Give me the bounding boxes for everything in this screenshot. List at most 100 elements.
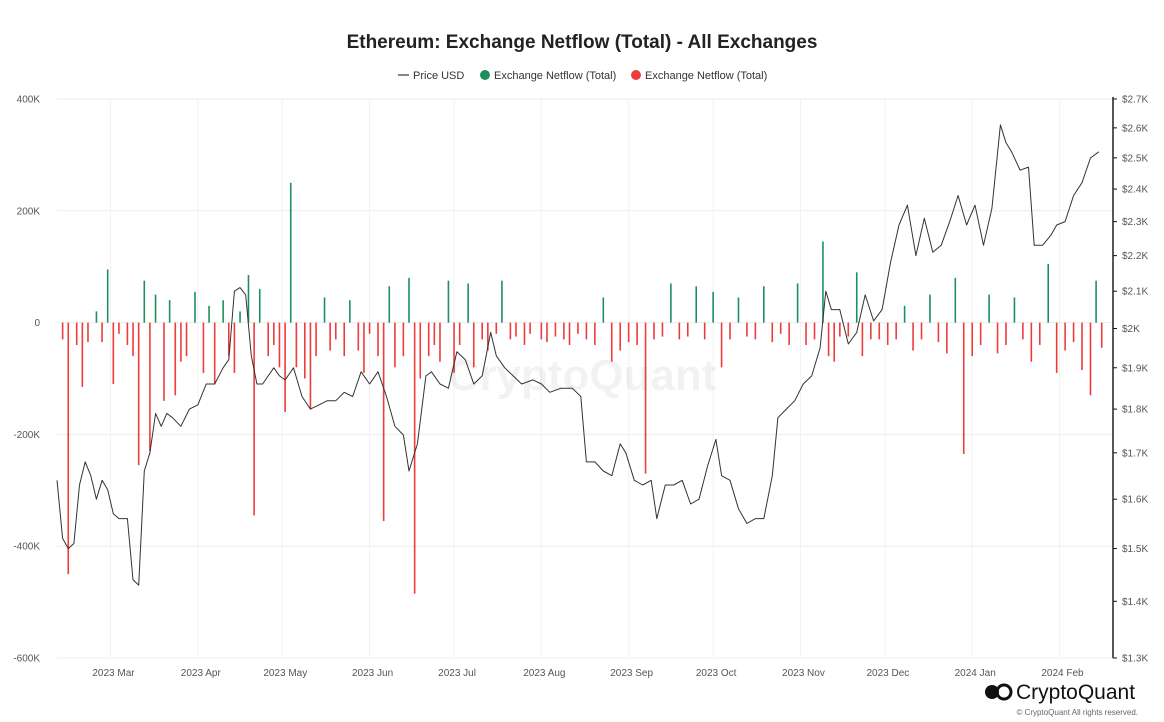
x-tick-label: 2023 Mar: [92, 668, 135, 679]
netflow-bar: [289, 182, 292, 323]
netflow-bar: [208, 305, 210, 323]
netflow-bar: [754, 322, 757, 340]
netflow-bar: [81, 322, 84, 387]
netflow-bar: [315, 322, 317, 357]
netflow-bar: [929, 294, 931, 323]
netflow-bar: [363, 322, 365, 373]
chart-axes: 400K 200K 0 -200K -400K -600K 2023 Mar 2023 Apr…: [13, 95, 1148, 680]
netflow-bar: [1072, 322, 1075, 343]
netflow-bar: [343, 322, 346, 357]
netflow-bar: [529, 322, 531, 334]
netflow-bar: [447, 280, 450, 323]
netflow-bar: [1038, 322, 1041, 345]
netflow-bar: [1013, 297, 1016, 323]
y-left-tick-label: 400K: [17, 95, 41, 106]
netflow-bar: [546, 322, 548, 343]
netflow-bar: [779, 322, 782, 334]
netflow-bar: [458, 322, 461, 345]
netflow-bar: [273, 322, 275, 345]
legend-outflow-dot: [631, 70, 641, 80]
netflow-bar: [886, 322, 889, 345]
x-tick-label: 2023 Aug: [523, 668, 565, 679]
netflow-bar: [143, 280, 146, 323]
netflow-bar: [329, 322, 331, 351]
netflow-bar: [168, 300, 171, 323]
y-right-tick-label: $2.4K: [1122, 185, 1148, 196]
netflow-bar: [661, 322, 664, 337]
netflow-bar: [763, 286, 765, 323]
footer: CryptoQuant © CryptoQuant All rights res…: [985, 681, 1138, 717]
netflow-bar: [619, 322, 621, 351]
netflow-bar: [509, 322, 512, 340]
netflow-bar: [334, 322, 337, 340]
netflow-bar: [903, 305, 906, 323]
netflow-bar: [636, 322, 638, 345]
netflow-bar: [222, 300, 224, 323]
netflow-bar: [349, 300, 351, 323]
netflow-bar: [644, 322, 647, 474]
netflow-bar: [163, 322, 165, 401]
netflow-bar: [174, 322, 177, 396]
netflow-bar: [112, 322, 115, 385]
netflow-bar: [382, 322, 385, 522]
netflow-bar: [855, 272, 858, 323]
y-right-tick-label: $1.3K: [1122, 654, 1148, 665]
netflow-bar: [839, 322, 841, 337]
y-left-tick-label: -400K: [13, 542, 40, 553]
netflow-bar: [304, 322, 306, 379]
cryptoquant-logo-icon: [985, 683, 1013, 701]
netflow-bar: [796, 283, 799, 323]
netflow-bar: [937, 322, 940, 343]
netflow-bar: [453, 322, 455, 373]
netflow-bar: [979, 322, 982, 345]
netflow-bar: [323, 297, 326, 323]
netflow-bar: [822, 241, 824, 323]
netflow-bar: [962, 322, 965, 454]
y-left-tick-label: 0: [34, 318, 40, 329]
netflow-bar: [1095, 280, 1097, 323]
netflow-bar: [154, 294, 157, 323]
netflow-bar: [309, 322, 312, 410]
netflow-bar: [126, 322, 129, 345]
netflow-bar: [75, 322, 78, 345]
y-right-tick-label: $1.7K: [1122, 448, 1148, 459]
netflow-bar: [878, 322, 881, 340]
netflow-bar: [813, 322, 816, 340]
y-right-tick-label: $1.5K: [1122, 544, 1148, 555]
netflow-bar: [239, 311, 241, 323]
x-tick-label: 2023 Oct: [696, 668, 737, 679]
netflow-bar: [61, 322, 64, 340]
netflow-bar: [1030, 322, 1033, 362]
y-right-tick-label: $2.3K: [1122, 217, 1148, 228]
netflow-bar: [106, 269, 109, 323]
y-right-tick-label: $2.6K: [1122, 123, 1148, 134]
price-line: [56, 124, 1100, 586]
netflow-bar: [515, 322, 517, 337]
y-right-tick-label: $1.8K: [1122, 405, 1148, 416]
grid-lines: [57, 98, 1113, 659]
chart-legend: Price USD Exchange Netflow (Total) Excha…: [398, 70, 767, 82]
netflow-bar: [227, 322, 230, 357]
netflow-bar: [920, 322, 923, 340]
netflow-bar: [467, 283, 469, 323]
y-right-tick-label: $2K: [1122, 324, 1140, 335]
netflow-bar: [1022, 322, 1024, 340]
netflow-bar: [284, 322, 286, 413]
watermark: CryptoQuant: [448, 351, 717, 400]
netflow-bar: [87, 322, 89, 343]
netflow-bar: [394, 322, 396, 368]
netflow-bar: [95, 311, 98, 323]
netflow-bar: [594, 322, 596, 345]
netflow-bar: [712, 291, 714, 323]
netflow-bar: [1064, 322, 1066, 351]
netflow-bar: [847, 322, 850, 337]
copyright: © CryptoQuant All rights reserved.: [1017, 708, 1139, 717]
netflow-bar: [670, 283, 672, 323]
netflow-bar: [101, 322, 103, 343]
netflow-bar: [686, 322, 689, 337]
netflow-bar: [954, 277, 957, 323]
y-right-tick-label: $2.5K: [1122, 153, 1148, 164]
x-tick-label: 2024 Feb: [1041, 668, 1084, 679]
y-right-tick-label: $1.6K: [1122, 495, 1148, 506]
legend-outflow-label: Exchange Netflow (Total): [645, 70, 767, 82]
